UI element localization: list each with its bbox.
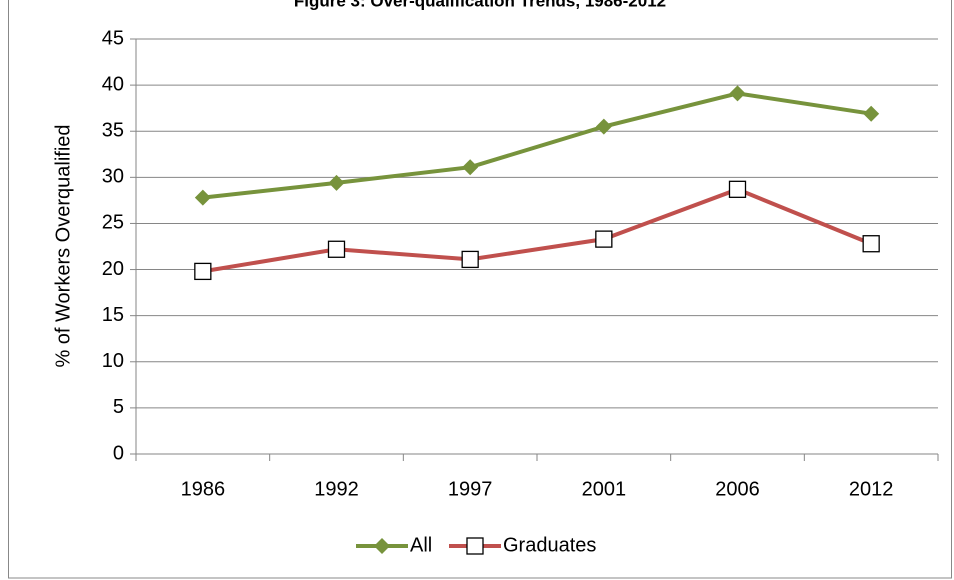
x-tick-label: 2001 [582, 478, 627, 500]
series-line [202, 187, 872, 274]
x-tick-label: 1986 [181, 478, 226, 500]
chart-frame [8, 0, 952, 579]
y-tick-label: 0 [113, 442, 124, 464]
chart-title: Figure 3: Over-qualification Trends, 198… [294, 0, 666, 10]
legend-marker [466, 537, 484, 555]
y-tick-label: 15 [102, 304, 124, 326]
y-tick-label: 30 [102, 166, 124, 188]
y-tick-label: 5 [113, 396, 124, 418]
x-tick-label: 2012 [849, 478, 894, 500]
y-tick-label: 25 [102, 212, 124, 234]
legend-label: Graduates [503, 534, 596, 556]
x-tick-label: 2006 [715, 478, 760, 500]
data-point [462, 159, 479, 176]
data-point [595, 118, 612, 135]
data-point [862, 235, 880, 253]
series-line [202, 91, 872, 200]
legend-label: All [410, 534, 432, 556]
y-tick-label: 40 [102, 73, 124, 95]
y-tick-label: 10 [102, 350, 124, 372]
data-point [327, 240, 346, 258]
legend-marker [374, 538, 390, 554]
data-point [595, 230, 613, 248]
y-tick-label: 45 [102, 27, 124, 49]
data-point [194, 189, 211, 206]
data-point [863, 105, 880, 122]
x-tick-label: 1992 [314, 478, 359, 500]
y-axis-label: % of Workers Overqualified [52, 124, 74, 367]
data-point [194, 262, 212, 281]
data-point [729, 85, 746, 102]
data-point [328, 174, 345, 191]
data-point [728, 180, 747, 198]
y-tick-label: 35 [102, 120, 124, 142]
x-tick-label: 1997 [448, 478, 493, 500]
data-point [461, 250, 479, 269]
y-tick-label: 20 [102, 258, 124, 280]
